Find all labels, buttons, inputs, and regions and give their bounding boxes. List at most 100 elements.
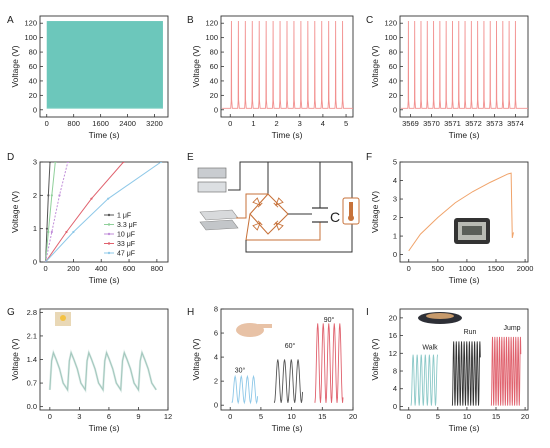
x-tick-label: 3 — [77, 412, 81, 421]
y-tick-label: 12 — [389, 349, 397, 358]
x-tick-label: 10 — [463, 412, 471, 421]
y-tick-label: 2.8 — [27, 308, 37, 317]
data-point — [45, 227, 49, 230]
wire — [236, 193, 268, 219]
legend-label: 47 μF — [117, 251, 135, 258]
y-tick-label: 0 — [393, 402, 397, 411]
y-tick-label: 120 — [24, 19, 37, 28]
panel-D: 0 200 400 600 800 0 1 2 3 Time (s) Voltage (V) 1 μF… — [10, 158, 169, 285]
panel-F: 0 500 1000 1500 2000 0 1 2 3 4 5 Time (s) Voltage (V… — [370, 158, 533, 286]
x-axis-label: Time (s) — [449, 130, 480, 140]
x-tick-label: 1600 — [92, 119, 109, 128]
x-tick-label: 600 — [123, 264, 136, 273]
y-tick-label: 20 — [389, 313, 397, 322]
y-tick-label: 100 — [24, 33, 37, 42]
data-point — [90, 197, 93, 200]
voltage-area — [46, 21, 163, 109]
teng-layer-a — [199, 209, 239, 221]
x-tick-label: 5 — [259, 412, 263, 421]
data-point — [58, 194, 61, 197]
x-tick-label: 3569 — [402, 119, 419, 128]
y-tick-label: 20 — [389, 91, 397, 100]
finger-inset — [236, 323, 264, 337]
panel-A: 0 800 1600 2400 3200 0 20 40 60 80 100 120 Time (s) V… — [10, 15, 169, 140]
plot-frame-H — [220, 308, 354, 411]
legend-marker — [107, 232, 111, 236]
teng-electrode-top — [197, 167, 227, 179]
y-tick-label: 80 — [210, 48, 218, 57]
series-line — [45, 162, 162, 262]
y-tick-label: 3 — [33, 158, 37, 167]
diode-icon — [273, 197, 284, 208]
y-axis-label: Voltage (V) — [191, 45, 201, 87]
plot-area-A — [46, 21, 163, 109]
x-tick-label: 2400 — [119, 119, 136, 128]
x-tick-label: 3200 — [146, 119, 163, 128]
x-tick-label: 1 — [251, 119, 255, 128]
y-tick-label: 80 — [389, 48, 397, 57]
y-tick-label: 60 — [210, 62, 218, 71]
x-tick-label: 20 — [521, 412, 529, 421]
y-axis-label: Voltage (V) — [370, 45, 380, 87]
series-label: 30° — [235, 367, 246, 375]
panel-label-A: A — [7, 15, 14, 26]
x-tick-label: 20 — [349, 412, 357, 421]
series-label: 60° — [285, 342, 296, 350]
x-tick-label: 5 — [436, 412, 440, 421]
y-tick-label: 120 — [384, 19, 397, 28]
series-line — [314, 323, 344, 403]
series-label: Run — [464, 329, 477, 336]
panel-label-B: B — [187, 15, 194, 26]
plot-frame-F — [399, 161, 529, 263]
voltage-line — [408, 172, 514, 252]
diode-icon — [252, 220, 263, 231]
wire — [245, 213, 321, 241]
panel-I: 0 5 10 15 20 0 4 8 12 16 20 Time (s) Voltage (V) Walk… — [370, 308, 529, 433]
data-point — [107, 197, 110, 200]
data-point — [47, 194, 50, 197]
y-axis-label: Voltage (V) — [370, 191, 380, 233]
thermometer-digits — [462, 226, 482, 235]
capacitor-label: C — [330, 209, 340, 225]
x-tick-label: 5 — [344, 119, 348, 128]
data-point — [72, 230, 75, 234]
x-tick-label: 4 — [321, 119, 325, 128]
y-tick-label: 0.0 — [27, 402, 37, 411]
voltage-line-halo — [48, 349, 158, 394]
plot-frame-I — [399, 308, 529, 411]
y-tick-label: 0 — [393, 105, 397, 114]
legend-label: 33 μF — [117, 241, 135, 248]
y-axis-label: Voltage (V) — [370, 338, 380, 380]
pulse-line — [401, 21, 528, 109]
panel-label-E: E — [187, 152, 194, 163]
x-axis-label: Time (s) — [449, 275, 480, 285]
x-tick-label: 800 — [151, 264, 164, 273]
y-tick-label: 0 — [33, 258, 37, 267]
bridge-rectifier — [249, 193, 289, 235]
plot-frame-D — [39, 161, 169, 263]
lightbulb-icon — [60, 315, 66, 321]
wire — [228, 161, 321, 208]
y-tick-label: 0 — [214, 401, 218, 410]
y-axis-label: Voltage (V) — [10, 338, 20, 380]
y-tick-label: 20 — [210, 91, 218, 100]
panel-label-H: H — [187, 307, 194, 318]
panel-label-G: G — [7, 307, 15, 318]
panel-B: 0 1 2 3 4 5 0 20 40 60 80 100 120 Time (s) Voltage (V) — [191, 15, 354, 140]
x-tick-label: 0 — [228, 412, 232, 421]
y-tick-label: 1 — [33, 224, 37, 233]
y-tick-label: 40 — [389, 76, 397, 85]
x-tick-label: 3573 — [486, 119, 503, 128]
series-line — [410, 354, 438, 406]
y-tick-label: 2 — [393, 213, 397, 222]
y-tick-label: 100 — [205, 33, 218, 42]
teng-electrode-bottom — [197, 181, 227, 193]
y-tick-label: 1.4 — [27, 355, 37, 364]
x-tick-label: 15 — [318, 412, 326, 421]
series-line — [273, 359, 304, 403]
x-tick-label: 800 — [67, 119, 80, 128]
y-tick-label: 5 — [393, 158, 397, 167]
series-line — [231, 374, 259, 405]
y-tick-label: 0 — [214, 105, 218, 114]
plot-area-I — [410, 336, 522, 406]
